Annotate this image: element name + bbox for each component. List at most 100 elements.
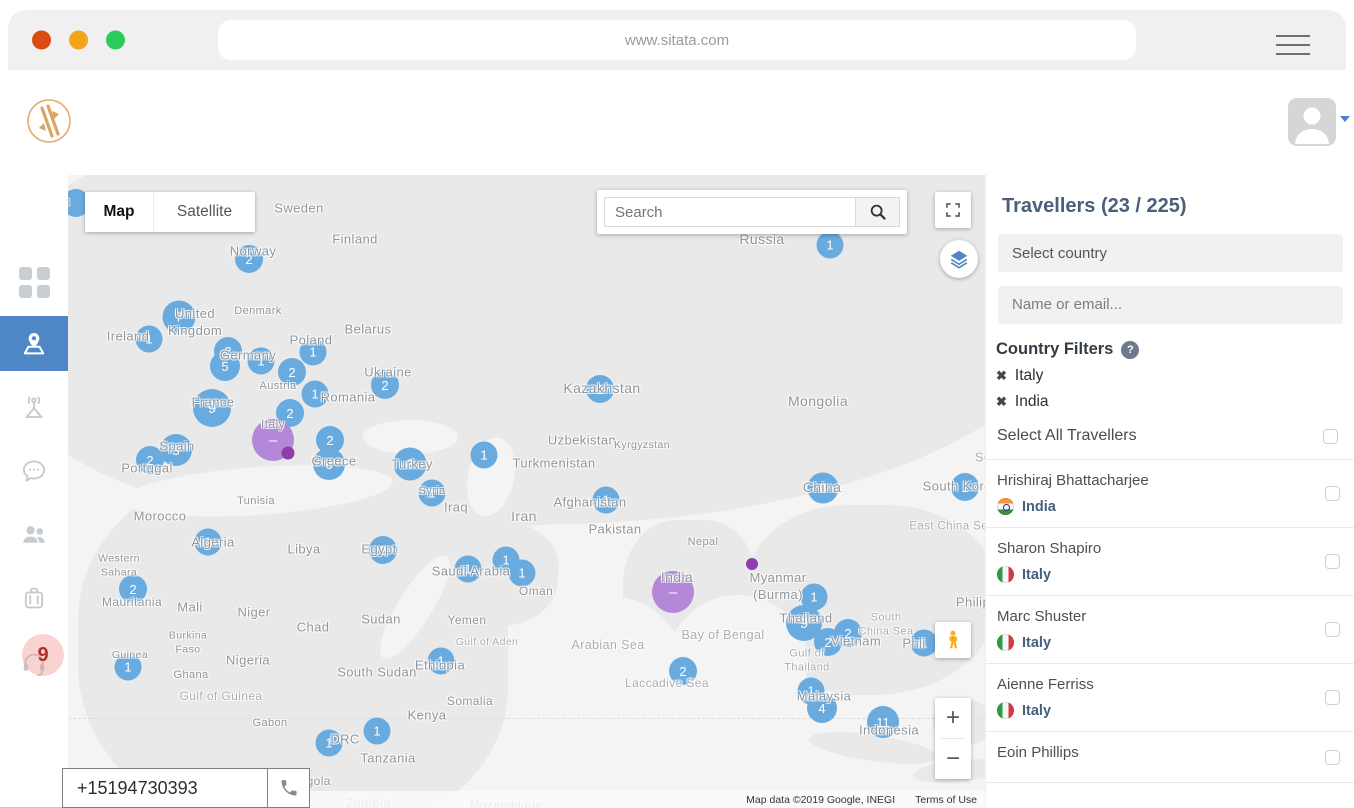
map-label: Vietnam bbox=[830, 633, 882, 649]
map-label: South China Sea bbox=[858, 611, 914, 638]
maximize-window-button[interactable] bbox=[106, 30, 125, 50]
map-cluster[interactable]: 1 bbox=[363, 717, 391, 745]
map-cluster[interactable]: 1 bbox=[315, 729, 343, 757]
sidebar-item-map[interactable] bbox=[0, 316, 68, 371]
sitata-logo[interactable] bbox=[25, 97, 73, 145]
url-text: www.sitata.com bbox=[624, 31, 730, 49]
minimize-window-button[interactable] bbox=[69, 30, 88, 50]
select-country-dropdown[interactable]: Select country bbox=[998, 234, 1343, 272]
map-cluster[interactable]: 2 bbox=[669, 657, 697, 685]
map-cluster[interactable]: – bbox=[652, 571, 694, 613]
map-cluster[interactable]: 1 bbox=[418, 479, 446, 507]
map-cluster[interactable]: 7 bbox=[162, 300, 196, 334]
layers-button[interactable] bbox=[940, 240, 978, 278]
map-label: Myanmar (Burma) bbox=[749, 570, 807, 602]
traveller-checkbox[interactable] bbox=[1325, 749, 1340, 765]
map-cluster[interactable]: 2 bbox=[136, 446, 164, 474]
map-cluster[interactable]: 1 bbox=[951, 473, 979, 501]
map-cluster[interactable]: 1 bbox=[114, 653, 142, 681]
map-cluster[interactable]: 6 bbox=[313, 448, 345, 480]
map-cluster[interactable]: 1 bbox=[816, 231, 844, 259]
close-window-button[interactable] bbox=[32, 30, 51, 50]
map-type-satellite-button[interactable]: Satellite bbox=[153, 192, 255, 232]
traveller-search-input[interactable] bbox=[998, 286, 1343, 324]
country-flag-icon bbox=[997, 566, 1014, 583]
map-label: Chad bbox=[296, 619, 330, 635]
menu-icon[interactable] bbox=[1276, 28, 1310, 62]
map-search-input[interactable] bbox=[604, 197, 856, 227]
traveller-row[interactable]: Sharon Shapiro Italy bbox=[986, 528, 1354, 596]
map-cluster[interactable]: 1 bbox=[454, 555, 482, 583]
traveller-row[interactable]: Marc Shuster Italy bbox=[986, 596, 1354, 664]
traveller-checkbox[interactable] bbox=[1325, 622, 1340, 637]
phone-number-input[interactable] bbox=[62, 768, 268, 808]
map-cluster[interactable]: 2 bbox=[369, 536, 397, 564]
map-cluster[interactable]: 3 bbox=[160, 434, 192, 466]
map-label: Kazakhstan bbox=[563, 379, 641, 396]
select-all-checkbox[interactable] bbox=[1323, 428, 1338, 444]
map-cluster[interactable]: 1 bbox=[247, 347, 275, 375]
map-cluster[interactable]: 9 bbox=[193, 389, 231, 427]
account-caret-icon[interactable] bbox=[1340, 116, 1350, 122]
map-cluster[interactable]: 1 bbox=[299, 338, 327, 366]
map-label: Portugal bbox=[121, 460, 173, 476]
map-cluster[interactable]: 2 bbox=[119, 575, 147, 603]
search-button[interactable] bbox=[856, 197, 900, 227]
map-cluster[interactable]: 1 bbox=[470, 441, 498, 469]
map-type-map-button[interactable]: Map bbox=[85, 192, 153, 232]
avatar[interactable] bbox=[1288, 98, 1336, 146]
sidebar-item-alerts[interactable] bbox=[0, 392, 68, 422]
sidebar-item-support[interactable] bbox=[0, 648, 68, 678]
map-label: South Korea bbox=[922, 478, 985, 494]
map-cluster[interactable]: 2 bbox=[278, 358, 306, 386]
map-cluster[interactable]: 1 bbox=[508, 559, 536, 587]
users-icon bbox=[23, 526, 45, 543]
remove-filter-icon[interactable]: ✖ bbox=[996, 368, 1007, 383]
main-content: 9 27125112122932–26311213112121111111–21… bbox=[0, 175, 1354, 808]
zoom-out-button[interactable]: − bbox=[945, 745, 960, 772]
traveller-row[interactable]: Hrishiraj Bhattacharjee India bbox=[986, 460, 1354, 528]
map-cluster[interactable]: 1 bbox=[194, 528, 222, 556]
traveller-checkbox[interactable] bbox=[1325, 690, 1340, 705]
map-cluster[interactable]: 2 bbox=[371, 371, 399, 399]
traveller-row[interactable]: Eoin Phillips bbox=[986, 732, 1354, 783]
help-icon[interactable]: ? bbox=[1121, 340, 1140, 359]
filter-item: ✖ Italy bbox=[996, 367, 1344, 385]
sidebar-item-messages[interactable] bbox=[0, 456, 68, 486]
map-cluster[interactable]: 11 bbox=[867, 706, 899, 738]
traveller-row[interactable]: Aienne Ferriss Italy bbox=[986, 664, 1354, 732]
sidebar-item-trips[interactable] bbox=[0, 583, 68, 613]
map-cluster[interactable]: 5 bbox=[210, 351, 240, 381]
fullscreen-button[interactable] bbox=[935, 192, 971, 228]
map-cluster[interactable]: 2 bbox=[586, 375, 614, 403]
map-cluster[interactable]: 4 bbox=[807, 693, 837, 723]
pegman-button[interactable] bbox=[935, 622, 971, 658]
zoom-in-button[interactable]: + bbox=[945, 704, 960, 731]
map-cluster[interactable] bbox=[68, 189, 90, 217]
sidebar-item-dashboard[interactable] bbox=[0, 267, 68, 298]
travellers-panel: Travellers (23 / 225) Select country Cou… bbox=[985, 175, 1354, 808]
map-cluster[interactable]: 1 bbox=[910, 629, 938, 657]
map-cluster[interactable]: 1 bbox=[592, 486, 620, 514]
map-label: Western Sahara bbox=[98, 552, 140, 578]
traveller-checkbox[interactable] bbox=[1325, 554, 1340, 569]
map-canvas[interactable]: 27125112122932–26311213112121111111–2192… bbox=[68, 175, 985, 808]
map-cluster[interactable]: 3 bbox=[807, 472, 839, 504]
map-cluster[interactable] bbox=[746, 558, 758, 570]
url-bar[interactable]: www.sitata.com bbox=[218, 20, 1136, 60]
map-cluster[interactable]: 1 bbox=[135, 325, 163, 353]
map-cluster[interactable]: 1 bbox=[427, 647, 455, 675]
map-cluster[interactable]: 2 bbox=[814, 628, 842, 656]
call-button[interactable] bbox=[268, 768, 310, 808]
traveller-checkbox[interactable] bbox=[1325, 486, 1340, 501]
map-cluster[interactable]: 3 bbox=[393, 447, 427, 481]
map-cluster[interactable]: 2 bbox=[235, 245, 263, 273]
sidebar-item-travellers[interactable] bbox=[0, 519, 68, 549]
map-cluster[interactable]: 1 bbox=[301, 380, 329, 408]
terms-of-use-link[interactable]: Terms of Use bbox=[915, 793, 977, 806]
notification-badge[interactable]: 9 bbox=[22, 634, 64, 676]
map-cluster[interactable] bbox=[281, 446, 295, 460]
select-all-row: Select All Travellers bbox=[996, 427, 1344, 459]
map-label: Finland bbox=[332, 231, 378, 247]
remove-filter-icon[interactable]: ✖ bbox=[996, 394, 1007, 409]
